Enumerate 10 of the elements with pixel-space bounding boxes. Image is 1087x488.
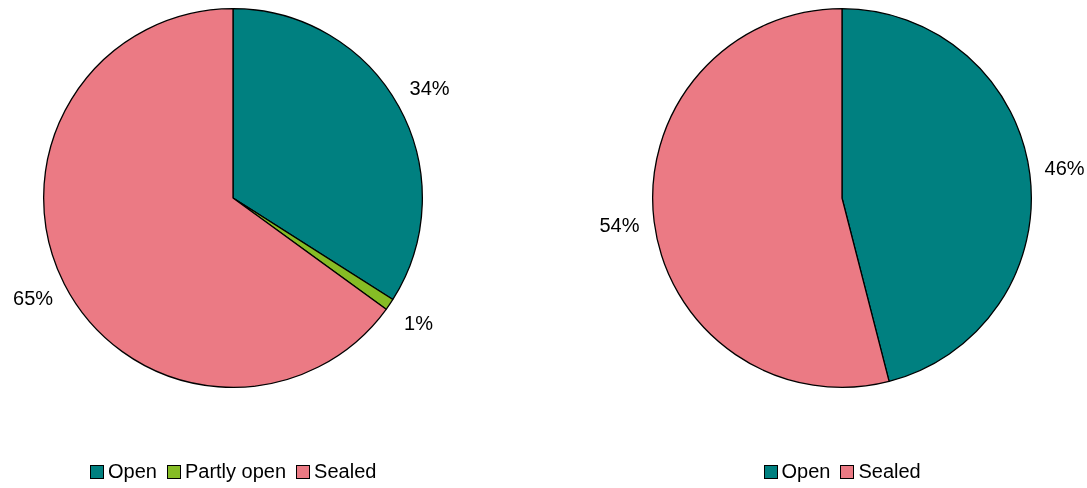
data-label: 1% [404, 311, 434, 334]
legend-label: Sealed [858, 460, 921, 483]
data-label: 54% [599, 213, 640, 236]
data-label: 34% [409, 77, 450, 100]
legend-label: Sealed [314, 460, 377, 483]
data-label: 46% [1044, 157, 1085, 180]
data-label: 65% [13, 287, 54, 310]
legend-label: Partly open [184, 460, 287, 483]
legend-label: Open [781, 460, 831, 483]
legend-label: Open [108, 460, 157, 483]
